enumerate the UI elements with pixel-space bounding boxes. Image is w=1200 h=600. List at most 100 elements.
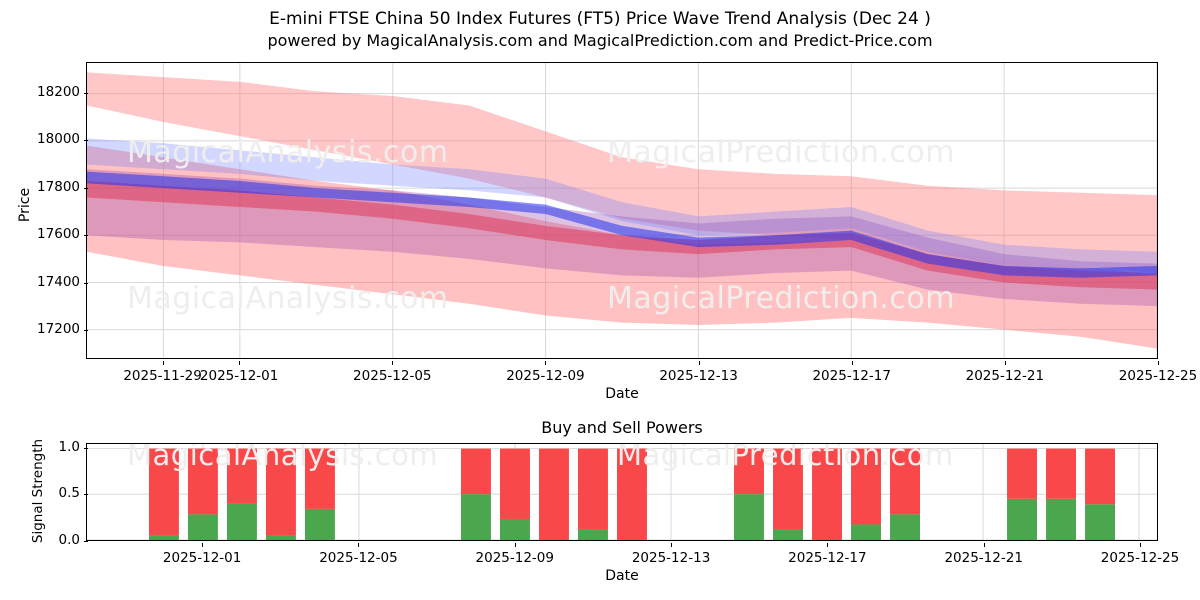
signal-bar — [851, 448, 881, 540]
price-xtick-2-mark — [392, 361, 394, 365]
price-ytick-4-mark — [84, 140, 88, 142]
price-ytick-2: 17600 — [37, 226, 80, 243]
signal-bar — [1007, 448, 1037, 540]
price-band-blue-upper-band — [87, 138, 1157, 274]
price-ytick-0: 17200 — [37, 321, 80, 338]
signal-bar — [539, 448, 569, 540]
price-wave-plot-area: MagicalAnalysis.com MagicalPrediction.co… — [86, 62, 1158, 359]
signal-xtick-4-mark — [827, 543, 829, 547]
price-xtick-3: 2025-12-09 — [506, 368, 585, 384]
price-xtick-1: 2025-12-01 — [199, 368, 279, 384]
price-xtick-0: 2025-11-29 — [123, 368, 202, 384]
signal-bar — [734, 448, 764, 540]
bar-sell-segment — [499, 448, 530, 519]
bar-buy-segment — [265, 535, 296, 540]
price-band-outer-red-upper — [87, 72, 1157, 274]
bar-sell-segment — [578, 448, 608, 530]
price-xtick-5-mark — [851, 361, 853, 365]
price-band-blue-core-band — [87, 171, 1157, 278]
signal-bar — [890, 448, 920, 540]
signal-bar — [499, 448, 530, 540]
buy-sell-powers-title: Buy and Sell Powers — [541, 418, 703, 437]
price-ytick-3: 17800 — [37, 178, 80, 195]
signal-ytick-1: 0.5 — [58, 485, 80, 502]
bar-buy-segment — [499, 518, 530, 540]
price-xtick-6: 2025-12-21 — [965, 368, 1045, 384]
signal-bar — [812, 448, 842, 540]
bar-sell-segment — [148, 448, 179, 536]
signal-xtick-5: 2025-12-21 — [944, 550, 1023, 566]
signal-bar — [1046, 448, 1076, 540]
bar-buy-segment — [734, 494, 764, 540]
bar-sell-segment — [460, 448, 491, 495]
signal-xtick-5-mark — [983, 543, 985, 547]
price-xtick-2: 2025-12-05 — [353, 368, 432, 384]
signal-x-axis-label: Date — [605, 568, 639, 584]
bar-buy-segment — [1085, 504, 1116, 540]
signal-xtick-1: 2025-12-05 — [319, 550, 398, 566]
buy-sell-powers-svg — [87, 444, 1157, 540]
price-xtick-0-mark — [162, 361, 164, 365]
bar-buy-segment — [460, 494, 491, 540]
signal-bar — [187, 448, 218, 540]
signal-bar — [578, 448, 608, 540]
price-ytick-5-mark — [84, 92, 88, 94]
bar-buy-segment — [1007, 498, 1037, 540]
signal-xtick-4: 2025-12-17 — [788, 550, 867, 566]
signal-bar — [617, 448, 647, 540]
bar-sell-segment — [773, 448, 803, 530]
price-xtick-6-mark — [1004, 361, 1006, 365]
bar-sell-segment — [304, 448, 335, 509]
bar-buy-segment — [578, 529, 608, 540]
signal-bar — [304, 448, 335, 540]
price-x-axis-label: Date — [605, 386, 639, 402]
price-xtick-5: 2025-12-17 — [812, 368, 891, 384]
signal-bar — [460, 448, 491, 540]
price-ytick-1: 17400 — [37, 273, 80, 290]
signal-xtick-2: 2025-12-09 — [475, 550, 554, 566]
bar-sell-segment — [265, 448, 296, 536]
signal-bar — [265, 448, 296, 540]
bar-sell-segment — [851, 448, 881, 525]
price-xtick-4: 2025-12-13 — [659, 368, 738, 384]
bar-buy-segment — [890, 514, 920, 540]
bar-buy-segment — [148, 535, 179, 540]
signal-xtick-1-mark — [358, 543, 360, 547]
bar-buy-segment — [773, 529, 803, 540]
signal-xtick-0-mark — [202, 543, 204, 547]
bar-sell-segment — [812, 448, 842, 540]
price-ytick-2-mark — [84, 235, 88, 237]
price-ytick-0-mark — [84, 330, 88, 332]
price-xtick-7-mark — [1158, 361, 1159, 365]
price-ytick-5: 18200 — [37, 83, 80, 100]
price-wave-svg — [87, 63, 1157, 358]
bar-sell-segment — [1007, 448, 1037, 499]
price-xtick-7: 2025-12-25 — [1118, 368, 1198, 384]
bar-sell-segment — [1085, 448, 1116, 505]
signal-bar — [148, 448, 179, 540]
signal-xtick-3: 2025-12-13 — [631, 550, 711, 566]
bar-sell-segment — [1046, 448, 1076, 499]
bar-sell-segment — [890, 448, 920, 515]
price-xtick-4-mark — [698, 361, 700, 365]
bar-sell-segment — [539, 448, 569, 540]
bar-buy-segment — [226, 503, 257, 540]
bar-sell-segment — [187, 448, 218, 515]
signal-ytick-0: 0.0 — [58, 532, 80, 548]
signal-xtick-3-mark — [671, 543, 673, 547]
signal-ytick-2-mark — [84, 447, 88, 449]
signal-ytick-0-mark — [84, 541, 88, 542]
signal-ytick-2: 1.0 — [58, 438, 80, 455]
bar-buy-segment — [851, 524, 881, 540]
signal-xtick-6-mark — [1140, 543, 1141, 547]
price-ytick-3-mark — [84, 187, 88, 189]
signal-xtick-6: 2025-12-25 — [1100, 550, 1180, 566]
signal-xtick-0: 2025-12-01 — [162, 550, 242, 566]
bar-buy-segment — [187, 514, 218, 540]
signal-ytick-1-mark — [84, 494, 88, 496]
bar-buy-segment — [304, 508, 335, 540]
price-band-purple-mid-band — [87, 169, 1157, 307]
chart-subtitle: powered by MagicalAnalysis.com and Magic… — [267, 31, 933, 50]
